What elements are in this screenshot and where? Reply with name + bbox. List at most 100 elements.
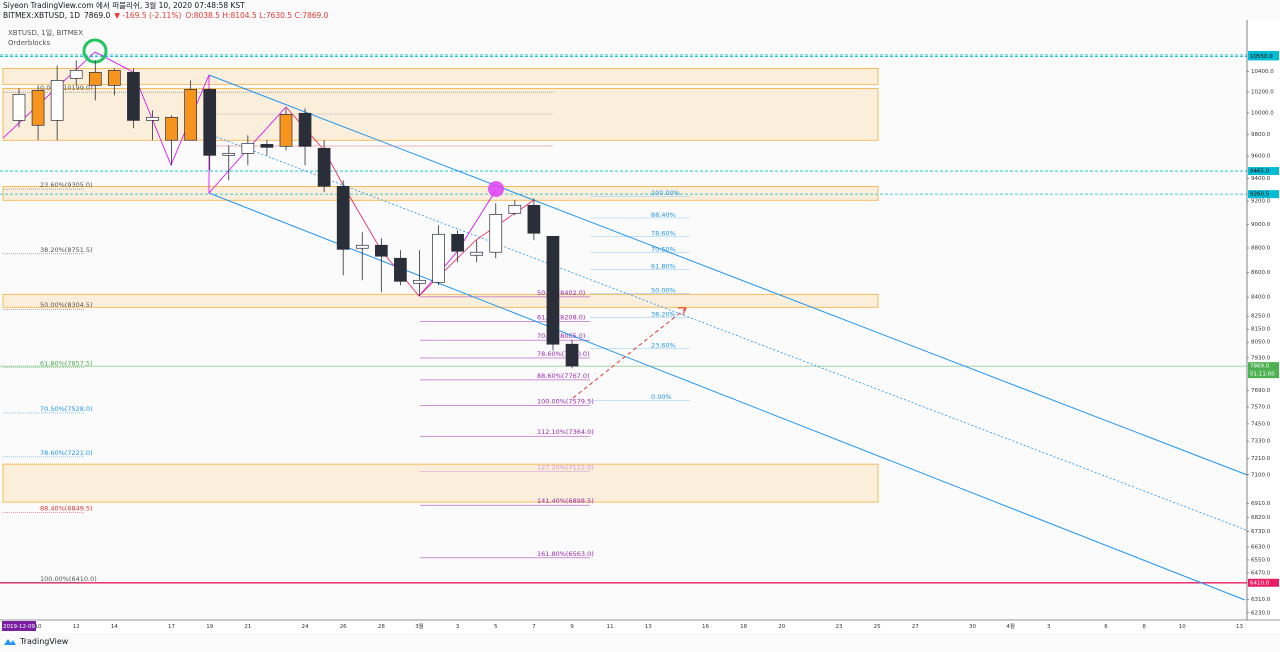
y-tick-label: 8150.0 [1251,327,1271,333]
x-tick-label: 17 [168,624,175,630]
x-tick-label: 7 [532,624,536,630]
y-tick-label: 8600.0 [1251,270,1271,276]
channel-upper [208,74,1269,484]
y-tick-label: 8400.0 [1251,295,1271,301]
y-tick-label: 6730.0 [1251,529,1271,535]
candle-body [298,112,312,147]
x-tick-label: 16 [702,624,709,630]
time-axis [0,620,1280,633]
x-tick-label: 23 [836,624,843,630]
candle-body [432,233,445,283]
marker-circle [82,38,108,64]
candle-body [394,257,407,282]
x-tick-label: 27 [912,624,919,630]
candle-body [165,116,178,141]
y-tick-label: 10400.0 [1251,69,1274,75]
fib-label: 161.80%(6563.0) [537,550,594,558]
y-tick-label: 8800.0 [1251,246,1271,252]
price-tag-bg [1248,52,1279,61]
x-tick-label: 30 [969,624,976,630]
fib-label: 38.20% [651,311,676,319]
y-tick-label: 6910.0 [1251,501,1271,507]
x-tick-label: 20 [778,624,785,630]
candle-body [146,116,159,121]
marker-dot [488,181,504,197]
arrow-head [678,307,687,316]
orderblock [2,293,879,308]
fib-label: 70.5%(8065.0) [537,332,585,340]
y-tick-label: 9600.0 [1251,154,1271,160]
fib-label: 100.00% [651,189,680,197]
candle-body [546,235,560,345]
footer[interactable]: TradingView [3,637,68,646]
y-tick-label: 6820.0 [1251,515,1271,521]
candle-body [527,204,541,234]
legend-symbol: XBTUSD, 1일, BITMEX [8,29,84,37]
y-tick-label: 9200.0 [1251,199,1271,205]
y-tick-label: 8050.0 [1251,340,1271,346]
price-tag: 10550.0 [1250,54,1273,60]
y-tick-label: 6550.0 [1251,557,1271,563]
candle-body [317,147,331,187]
change: ▼ -169.5 (-2.11%) [114,11,182,20]
y-tick-label: 9800.0 [1251,132,1271,138]
candle-body [12,93,26,121]
price-tag-bg [1248,362,1279,371]
x-tick-label: 3 [1047,624,1051,630]
fib-label: 112.10%(7364.0) [537,428,594,436]
fibs: 0.00%(10199.0) 23.60%(9305.0) 38.20%(8751.… [3,84,690,584]
x-tick-label: 6 [1104,624,1108,630]
last: 7869.0 [84,11,111,20]
price-axis [1247,20,1280,620]
candle-body [50,80,64,121]
candle-body [336,185,350,250]
candle-body [222,152,236,156]
fib-label: 127.20%(7122.0) [537,463,594,471]
logo [4,639,16,645]
y-tick-label: 6310.0 [1251,597,1271,603]
legend-indicator: Orderblocks [8,39,51,47]
header: Siyeon TradingView.com 에서 퍼블리쉬, 3월 10, 2… [3,1,332,21]
y-tick-label: 9400.0 [1251,176,1271,182]
price-tag: 9260.5 [1250,192,1270,198]
fib-label: 88.40% [651,211,676,219]
fib-label: 78.60% [651,230,676,238]
fib-label: 70.50% [651,245,676,253]
fib-label: 100.00%(7579.5) [537,398,594,406]
y-tick-label: 6630.0 [1251,545,1271,551]
candle-body [413,279,426,284]
fib-label: 61.80% [651,263,676,271]
fib-label: 70.50%(7528.0) [40,405,93,413]
fib-label: 141.40%(6898.5) [537,497,594,505]
fib-label: 23.60% [651,341,676,349]
x-tick-label: 13 [1236,624,1243,630]
axes: 10400.010200.010000.09800.09600.09400.09… [35,50,1279,630]
x-tick-label: 10 [35,624,42,630]
candle-body [31,89,45,126]
x-tick-label: 3월 [415,622,424,630]
fib-label: 88.60%(7767.0) [537,372,590,380]
orderblocks [2,68,879,503]
y-tick-label: 7210.0 [1251,456,1271,462]
x-tick-label: 26 [340,624,347,630]
x-tick-label: 24 [302,624,309,630]
candle-body [565,343,579,367]
candle-body [107,69,121,86]
candle-body [127,72,140,121]
x-tick-label: 3 [456,624,460,630]
y-tick-label: 7330.0 [1251,439,1271,445]
y-tick-label: 7690.0 [1251,388,1271,394]
x-tick-label: 19 [206,624,213,630]
ohlc: O:8038.5 H:8104.5 L:7630.5 C:7869.0 [185,11,329,20]
projection-arrow [572,308,686,399]
fib-label: 23.60%(9305.0) [40,181,93,189]
candle-body [279,113,293,147]
date-tag: 2019-12-09 [3,624,35,630]
x-tick-label: 5 [494,624,498,630]
x-tick-label: 4월 [1006,622,1015,630]
y-tick-label: 6470.0 [1251,570,1271,576]
x-tick-label: 25 [874,624,881,630]
fib-label: 0.00% [651,393,672,401]
candle-body [451,233,464,252]
